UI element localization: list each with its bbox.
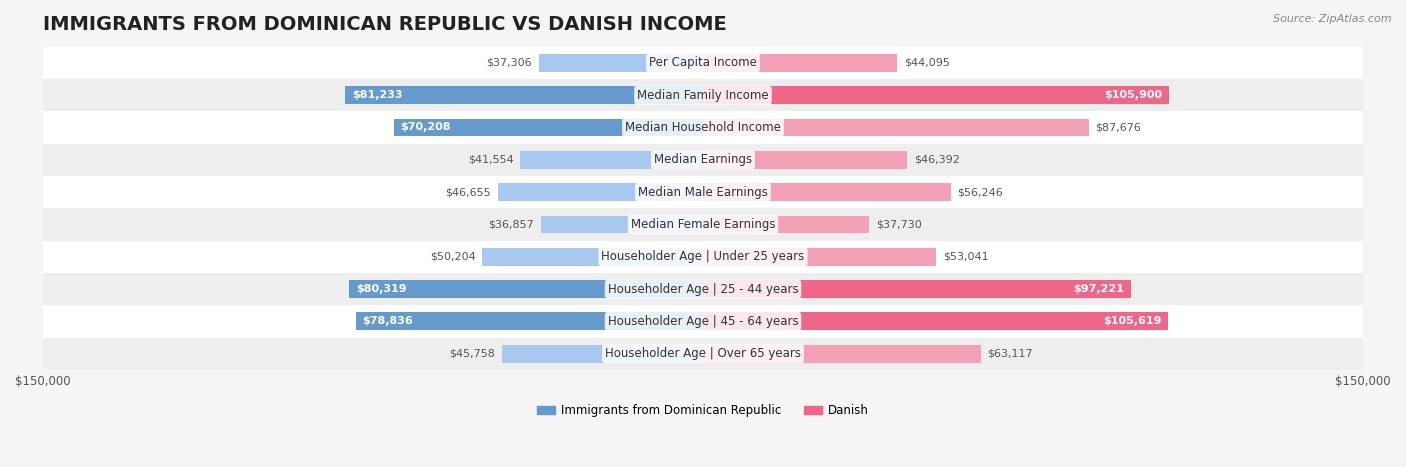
Bar (42, 273, 1364, 305)
Bar (703, 345, 981, 362)
Bar (394, 119, 703, 136)
Bar (703, 215, 869, 234)
Bar (538, 54, 703, 72)
Text: $56,246: $56,246 (957, 187, 1002, 197)
Text: $41,554: $41,554 (468, 155, 513, 165)
Text: $80,319: $80,319 (356, 284, 406, 294)
Bar (502, 345, 703, 362)
Bar (42, 144, 1364, 176)
Text: Median Earnings: Median Earnings (654, 153, 752, 166)
Bar (703, 119, 1088, 136)
Text: $37,730: $37,730 (876, 219, 921, 229)
Bar (346, 86, 703, 104)
Bar (42, 338, 1364, 370)
Text: $78,836: $78,836 (363, 316, 413, 326)
Bar (42, 111, 1364, 144)
Text: $105,619: $105,619 (1102, 316, 1161, 326)
Bar (498, 183, 703, 201)
Bar (703, 248, 936, 266)
Text: Householder Age | 45 - 64 years: Householder Age | 45 - 64 years (607, 315, 799, 328)
Bar (541, 215, 703, 234)
Text: Householder Age | Under 25 years: Householder Age | Under 25 years (602, 250, 804, 263)
Bar (703, 312, 1168, 330)
Text: $50,204: $50,204 (430, 252, 475, 262)
Bar (520, 151, 703, 169)
Text: $70,208: $70,208 (401, 122, 451, 133)
Text: Median Female Earnings: Median Female Earnings (631, 218, 775, 231)
Bar (703, 86, 1170, 104)
Text: $63,117: $63,117 (987, 349, 1033, 359)
Text: Median Male Earnings: Median Male Earnings (638, 185, 768, 198)
Text: $44,095: $44,095 (904, 58, 949, 68)
Text: $97,221: $97,221 (1073, 284, 1125, 294)
Bar (42, 176, 1364, 208)
Bar (350, 280, 703, 298)
Text: Householder Age | 25 - 44 years: Householder Age | 25 - 44 years (607, 283, 799, 296)
Text: Per Capita Income: Per Capita Income (650, 57, 756, 69)
Bar (703, 183, 950, 201)
Text: Median Family Income: Median Family Income (637, 89, 769, 102)
Bar (42, 305, 1364, 338)
Bar (703, 54, 897, 72)
Text: $37,306: $37,306 (486, 58, 533, 68)
Bar (482, 248, 703, 266)
Bar (42, 47, 1364, 79)
Text: $53,041: $53,041 (943, 252, 988, 262)
Bar (42, 241, 1364, 273)
Legend: Immigrants from Dominican Republic, Danish: Immigrants from Dominican Republic, Dani… (533, 400, 873, 422)
Text: $45,758: $45,758 (449, 349, 495, 359)
Text: $46,392: $46,392 (914, 155, 960, 165)
Text: Median Household Income: Median Household Income (626, 121, 780, 134)
Bar (42, 208, 1364, 241)
Bar (356, 312, 703, 330)
Text: $46,655: $46,655 (446, 187, 491, 197)
Text: $87,676: $87,676 (1095, 122, 1142, 133)
Text: $81,233: $81,233 (352, 90, 402, 100)
Bar (42, 79, 1364, 111)
Bar (703, 151, 907, 169)
Text: Householder Age | Over 65 years: Householder Age | Over 65 years (605, 347, 801, 360)
Text: $36,857: $36,857 (488, 219, 534, 229)
Text: $105,900: $105,900 (1104, 90, 1163, 100)
Bar (703, 280, 1130, 298)
Text: IMMIGRANTS FROM DOMINICAN REPUBLIC VS DANISH INCOME: IMMIGRANTS FROM DOMINICAN REPUBLIC VS DA… (42, 15, 727, 34)
Text: Source: ZipAtlas.com: Source: ZipAtlas.com (1274, 14, 1392, 24)
